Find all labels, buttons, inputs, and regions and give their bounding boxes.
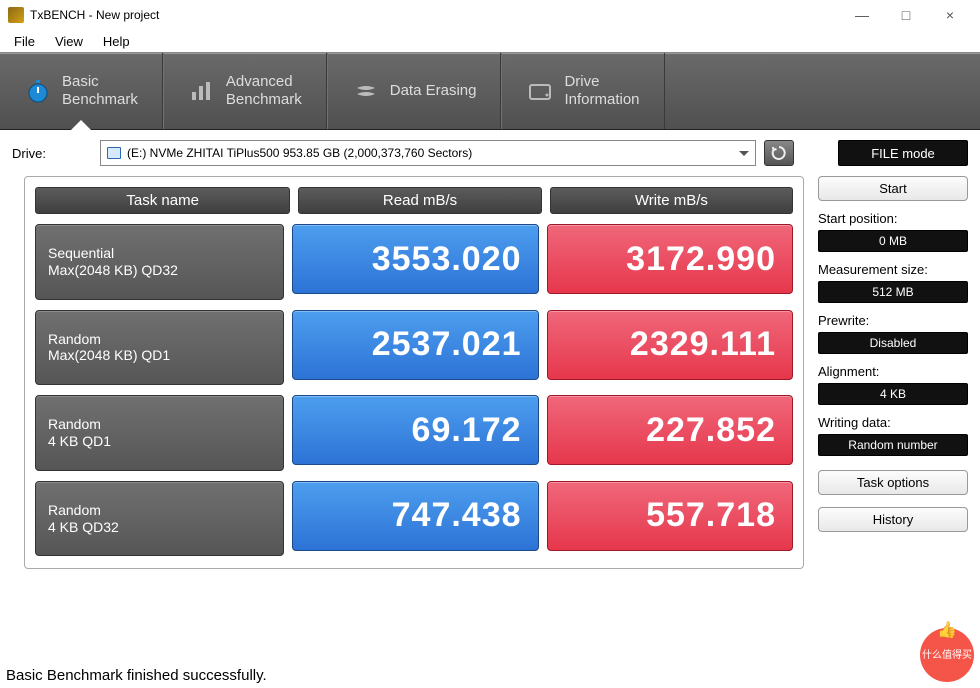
drive-select[interactable]: (E:) NVMe ZHITAI TiPlus500 953.85 GB (2,… [100, 140, 756, 166]
read-value: 3553.020 [292, 224, 538, 294]
tab-label: Benchmark [62, 91, 138, 109]
reload-icon [771, 145, 787, 161]
drive-label: Drive: [12, 146, 92, 161]
write-value: 3172.990 [547, 224, 793, 294]
start-position-value[interactable]: 0 MB [818, 230, 968, 252]
task-name-cell[interactable]: Random4 KB QD32 [35, 481, 284, 557]
result-row: Random4 KB QD32 747.438 557.718 [35, 481, 793, 557]
barchart-icon [188, 77, 216, 105]
header-task: Task name [35, 187, 290, 214]
write-value: 557.718 [547, 481, 793, 551]
close-button[interactable]: × [928, 0, 972, 30]
tab-data-erasing[interactable]: Data Erasing [327, 53, 502, 129]
toolbar: BasicBenchmark AdvancedBenchmark Data Er… [0, 52, 980, 130]
titlebar: TxBENCH - New project — □ × [0, 0, 980, 30]
task-name-cell[interactable]: SequentialMax(2048 KB) QD32 [35, 224, 284, 300]
result-row: SequentialMax(2048 KB) QD32 3553.020 317… [35, 224, 793, 300]
task-options-button[interactable]: Task options [818, 470, 968, 495]
result-row: Random4 KB QD1 69.172 227.852 [35, 395, 793, 471]
header-read: Read mB/s [298, 187, 541, 214]
menubar: File View Help [0, 30, 980, 52]
maximize-button[interactable]: □ [884, 0, 928, 30]
minimize-button[interactable]: — [840, 0, 884, 30]
tab-label: Benchmark [226, 91, 302, 109]
start-button[interactable]: Start [818, 176, 968, 201]
thumbs-up-icon: 👍 [937, 622, 957, 640]
menu-file[interactable]: File [4, 32, 45, 51]
writing-data-value[interactable]: Random number [818, 434, 968, 456]
watermark-badge: 👍 什么值得买 [920, 628, 974, 682]
tab-label: Drive [564, 73, 639, 91]
app-icon [8, 7, 24, 23]
results-panel: Task name Read mB/s Write mB/s Sequentia… [24, 176, 804, 569]
file-mode-button[interactable]: FILE mode [838, 140, 968, 166]
measurement-size-label: Measurement size: [818, 262, 968, 277]
writing-data-label: Writing data: [818, 415, 968, 430]
drive-row: Drive: (E:) NVMe ZHITAI TiPlus500 953.85… [0, 130, 980, 176]
stopwatch-icon [24, 77, 52, 105]
tab-label: Basic [62, 73, 138, 91]
write-value: 2329.111 [547, 310, 793, 380]
monitor-icon [107, 147, 121, 159]
prewrite-value[interactable]: Disabled [818, 332, 968, 354]
side-panel: Start Start position: 0 MB Measurement s… [818, 176, 968, 569]
measurement-size-value[interactable]: 512 MB [818, 281, 968, 303]
task-name-cell[interactable]: Random4 KB QD1 [35, 395, 284, 471]
history-button[interactable]: History [818, 507, 968, 532]
erase-icon [352, 77, 380, 105]
drive-icon [526, 77, 554, 105]
tab-advanced-benchmark[interactable]: AdvancedBenchmark [163, 53, 327, 129]
result-row: RandomMax(2048 KB) QD1 2537.021 2329.111 [35, 310, 793, 386]
tab-basic-benchmark[interactable]: BasicBenchmark [0, 53, 163, 129]
tab-label: Data Erasing [390, 82, 477, 100]
status-text: Basic Benchmark finished successfully. [6, 667, 267, 684]
write-value: 227.852 [547, 395, 793, 465]
tab-label: Information [564, 91, 639, 109]
tab-label: Advanced [226, 73, 302, 91]
alignment-value[interactable]: 4 KB [818, 383, 968, 405]
tab-drive-information[interactable]: DriveInformation [501, 53, 664, 129]
read-value: 2537.021 [292, 310, 538, 380]
header-write: Write mB/s [550, 187, 793, 214]
menu-help[interactable]: Help [93, 32, 140, 51]
read-value: 747.438 [292, 481, 538, 551]
prewrite-label: Prewrite: [818, 313, 968, 328]
chevron-down-icon [739, 151, 749, 156]
window-title: TxBENCH - New project [30, 8, 159, 22]
start-position-label: Start position: [818, 211, 968, 226]
alignment-label: Alignment: [818, 364, 968, 379]
menu-view[interactable]: View [45, 32, 93, 51]
drive-selected-text: (E:) NVMe ZHITAI TiPlus500 953.85 GB (2,… [127, 146, 472, 160]
reload-button[interactable] [764, 140, 794, 166]
read-value: 69.172 [292, 395, 538, 465]
task-name-cell[interactable]: RandomMax(2048 KB) QD1 [35, 310, 284, 386]
